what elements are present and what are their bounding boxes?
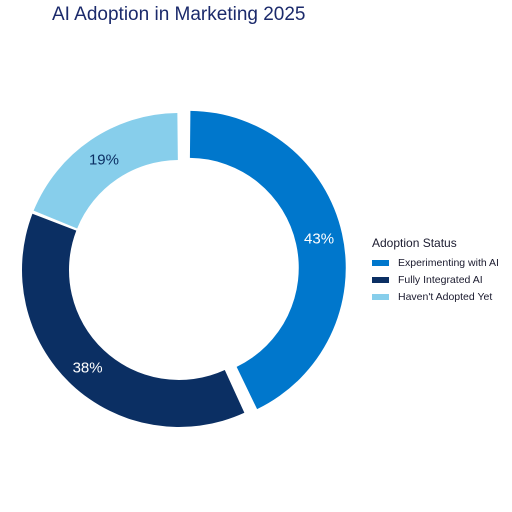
legend-label-experimenting: Experimenting with AI: [398, 256, 499, 269]
slice-label-not-adopted: 19%: [89, 152, 119, 169]
chart-title: AI Adoption in Marketing 2025: [52, 4, 306, 25]
legend-item-experimenting[interactable]: Experimenting with AI: [372, 254, 499, 271]
legend-label-fully-integrated: Fully Integrated AI: [398, 273, 483, 286]
legend-swatch-not-adopted: [372, 293, 389, 300]
donut-slice-not-adopted[interactable]: [33, 113, 178, 229]
legend: Adoption Status Experimenting with AI Fu…: [372, 236, 499, 305]
legend-swatch-experimenting: [372, 259, 389, 266]
legend-item-fully-integrated[interactable]: Fully Integrated AI: [372, 271, 499, 288]
slice-label-experimenting: 43%: [304, 231, 334, 248]
donut-slice-experimenting[interactable]: [189, 110, 346, 410]
legend-swatch-fully-integrated: [372, 276, 389, 283]
legend-item-not-adopted[interactable]: Haven't Adopted Yet: [372, 288, 499, 305]
slice-label-fully-integrated: 38%: [73, 359, 103, 376]
legend-label-not-adopted: Haven't Adopted Yet: [398, 290, 493, 303]
donut-slice-fully-integrated[interactable]: [21, 213, 245, 427]
legend-title: Adoption Status: [372, 236, 457, 250]
